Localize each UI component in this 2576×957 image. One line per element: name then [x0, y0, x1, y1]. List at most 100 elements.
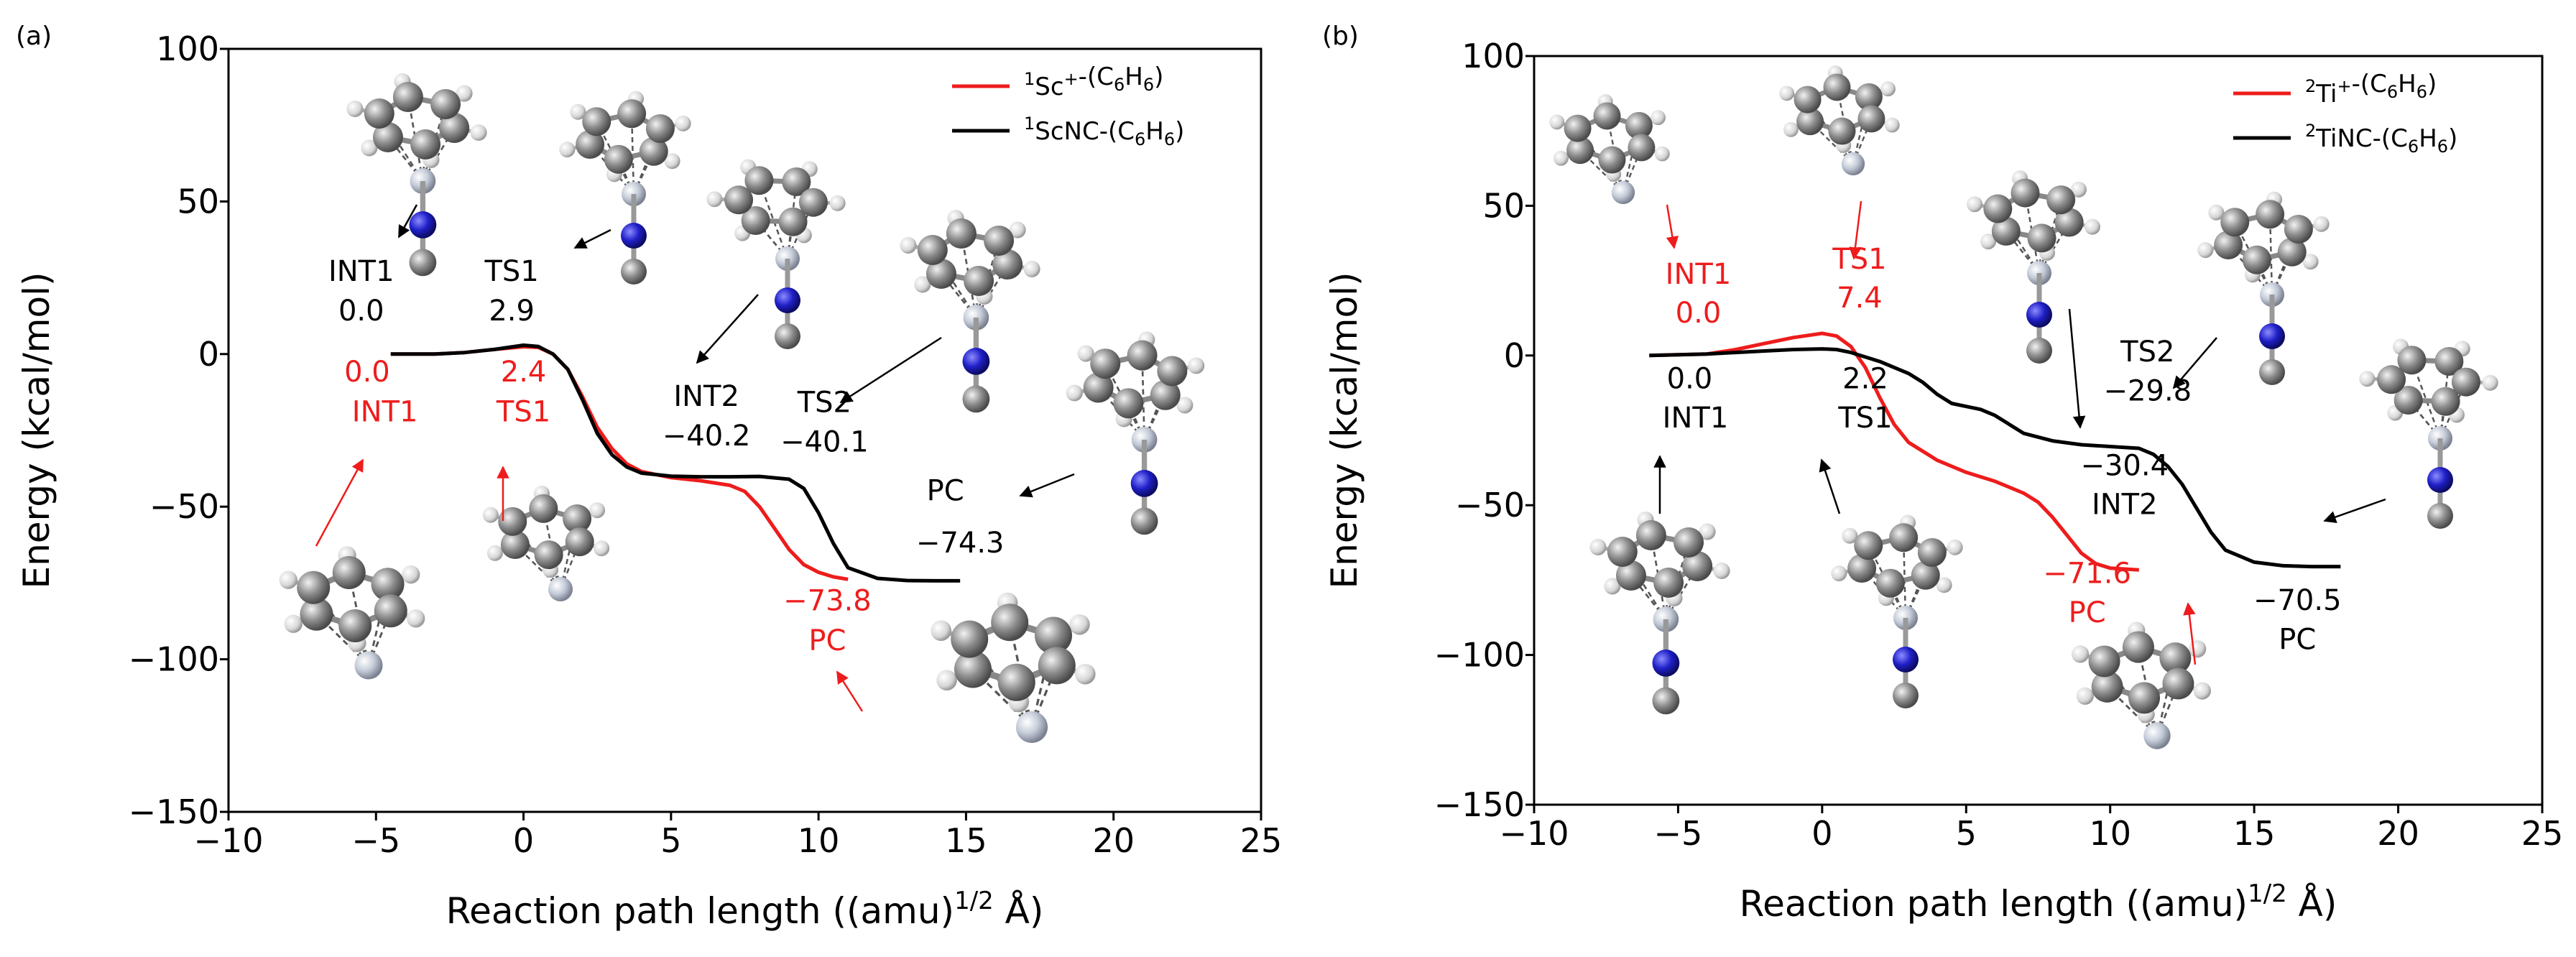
carbon-atom — [1598, 146, 1626, 174]
hydrogen-atom — [570, 103, 586, 120]
carbon-atom — [2284, 215, 2313, 244]
x-tick-label: 25 — [1240, 821, 1283, 860]
hydrogen-atom — [486, 545, 503, 561]
x-tick-label: −10 — [1499, 814, 1569, 853]
x-axis-label: Reaction path length ((amu)1/2 Å) — [446, 887, 1044, 932]
hydrogen-atom — [1779, 85, 1795, 101]
molecule-structure — [2072, 621, 2211, 749]
carbon-atom — [1855, 83, 1883, 111]
annotation-label: −73.8 — [783, 585, 872, 618]
hydrogen-atom — [664, 153, 680, 170]
pointer-arrow — [1666, 204, 1679, 249]
hydrogen-atom — [1188, 357, 1205, 374]
carbon-atom — [374, 594, 407, 628]
y-tick-label: 100 — [1462, 37, 1525, 75]
y-tick-label: −50 — [149, 487, 219, 526]
carbon-atom — [1652, 687, 1680, 715]
carbon-atom — [1875, 568, 1905, 598]
carbon-atom — [1130, 507, 1158, 535]
carbon-atom — [439, 113, 470, 144]
carbon-atom — [2434, 346, 2464, 376]
carbon-atom — [1628, 134, 1656, 162]
hydrogen-atom — [1077, 345, 1094, 362]
carbon-atom — [724, 185, 754, 215]
y-tick-label: 50 — [177, 182, 219, 221]
carbon-atom — [1823, 73, 1851, 101]
carbon-atom — [621, 259, 647, 285]
y-tick-label: −50 — [1455, 486, 1525, 524]
carbon-atom — [782, 167, 811, 196]
nitrogen-atom — [962, 348, 990, 375]
hydrogen-atom — [361, 139, 378, 157]
carbon-atom — [338, 609, 372, 642]
hydrogen-atom — [2482, 374, 2498, 391]
carbon-atom — [364, 98, 394, 129]
carbon-atom — [962, 385, 990, 413]
carbon-atom — [1564, 114, 1592, 142]
x-tick-label: 10 — [2089, 814, 2131, 853]
hydrogen-atom — [2302, 254, 2319, 270]
y-tick-label: −150 — [1434, 785, 1525, 824]
annotation-label: PC — [808, 624, 846, 657]
carbon-atom — [1625, 111, 1653, 139]
carbon-atom — [1593, 102, 1621, 130]
series-line-black — [390, 343, 961, 583]
hydrogen-atom — [1009, 221, 1026, 239]
series-line-red — [1649, 331, 2139, 572]
hydrogen-atom — [1176, 397, 1194, 414]
pointer-arrow — [315, 458, 364, 547]
annotation-label: −71.6 — [2043, 558, 2131, 591]
carbon-atom — [1566, 137, 1594, 165]
hydrogen-atom — [402, 565, 420, 584]
hydrogen-atom — [1783, 121, 1799, 137]
carbon-atom — [1083, 372, 1114, 403]
carbon-atom — [392, 81, 423, 112]
molecule-structures — [1549, 65, 2498, 749]
annotation-label: −40.2 — [663, 420, 751, 453]
carbon-atom — [2011, 178, 2040, 208]
carbon-atom — [332, 556, 366, 590]
carbon-atom — [645, 114, 675, 144]
annotation-label: INT2 — [2092, 489, 2158, 522]
x-tick-label: 20 — [1092, 821, 1135, 860]
carbon-atom — [997, 663, 1035, 701]
y-axis-label: Energy (kcal/mol) — [16, 272, 57, 589]
carbon-atom — [2259, 359, 2285, 385]
carbon-atom — [951, 620, 989, 658]
carbon-atom — [917, 234, 948, 265]
carbon-atom — [371, 568, 405, 601]
hydrogen-atom — [559, 142, 576, 158]
metal-atom — [548, 577, 573, 601]
hydrogen-atom — [1549, 114, 1565, 130]
molecule-structure — [1549, 94, 1670, 205]
pointer-arrow — [696, 294, 759, 364]
carbon-atom — [2427, 503, 2453, 529]
carbon-atom — [2088, 645, 2120, 678]
carbon-atom — [1674, 527, 1704, 558]
hydrogen-atom — [482, 507, 499, 523]
hydrogen-atom — [900, 236, 917, 254]
carbon-atom — [500, 530, 530, 560]
annotation-label: INT1 — [1663, 402, 1729, 435]
carbon-atom — [2451, 367, 2480, 397]
pointer-arrow — [2323, 498, 2386, 524]
nitrogen-atom — [1652, 649, 1680, 677]
x-tick-label: 0 — [513, 821, 534, 860]
x-tick-label: 10 — [798, 821, 840, 860]
molecule-structure — [559, 91, 691, 285]
hydrogen-atom — [1699, 523, 1716, 540]
carbon-atom — [2242, 245, 2271, 274]
carbon-atom — [1113, 388, 1144, 419]
hydrogen-atom — [2193, 682, 2211, 700]
annotation-label: INT2 — [673, 380, 739, 413]
carbon-atom — [991, 604, 1029, 642]
hydrogen-atom — [1936, 577, 1952, 593]
hydrogen-atom — [1069, 614, 1090, 635]
hydrogen-atom — [1654, 146, 1670, 162]
annotation-label: −30.4 — [2080, 450, 2169, 483]
annotation-label: −40.1 — [780, 426, 869, 459]
carbon-atom — [1607, 536, 1638, 567]
pointer-arrow — [2172, 337, 2217, 389]
annotation-label: −74.3 — [916, 527, 1005, 560]
